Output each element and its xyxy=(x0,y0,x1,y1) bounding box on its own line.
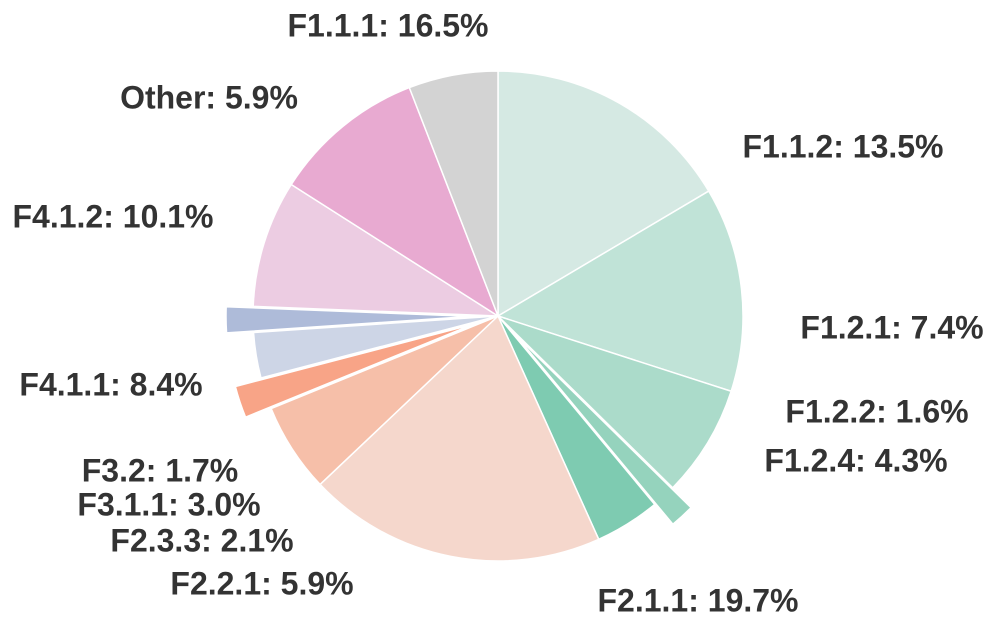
slice-label-f4-1-2: F4.1.2: 10.1% xyxy=(13,198,214,234)
slice-label-f2-2-1: F2.2.1: 5.9% xyxy=(170,565,353,601)
slice-label-f3-2: F3.2: 1.7% xyxy=(82,452,239,488)
slice-label-other: Other: 5.9% xyxy=(120,79,298,115)
pie-slice-f1-2-1 xyxy=(497,315,732,489)
slice-label-f3-1-1: F3.1.1: 3.0% xyxy=(77,486,260,522)
pie-slice-f1-1-1 xyxy=(497,70,710,317)
slice-label-f1-2-1: F1.2.1: 7.4% xyxy=(800,309,983,345)
slice-label-f4-1-1: F4.1.1: 8.4% xyxy=(19,366,202,402)
pie-slice-f4-1-1 xyxy=(252,183,499,317)
slice-label-f1-1-1: F1.1.1: 16.5% xyxy=(288,7,489,43)
pie-slice-f1-1-2 xyxy=(497,190,744,393)
pie-labels: F1.1.1: 16.5% F1.1.2: 13.5% F1.2.1: 7.4% F1… xyxy=(13,7,984,617)
pie-slice-f2-3-3 xyxy=(234,323,474,418)
pie-slice-f3-2 xyxy=(225,306,472,334)
pie-slice-f3-1-1 xyxy=(252,315,499,379)
pie-slice-other xyxy=(408,70,499,317)
pie-slices xyxy=(225,70,744,562)
slice-label-f2-1-1: F2.1.1: 19.7% xyxy=(598,582,799,617)
pie-slice-f1-2-2 xyxy=(515,335,692,526)
slice-label-f1-1-2: F1.1.2: 13.5% xyxy=(743,128,944,164)
slice-label-f2-3-3: F2.3.3: 2.1% xyxy=(110,522,293,558)
slice-label-f1-2-2: F1.2.2: 1.6% xyxy=(785,393,968,429)
pie-slice-f2-1-1 xyxy=(319,315,600,562)
pie-slice-f2-2-1 xyxy=(270,315,499,486)
pie-slice-f4-1-2 xyxy=(290,86,499,317)
slice-label-f1-2-4: F1.2.4: 4.3% xyxy=(764,442,947,478)
